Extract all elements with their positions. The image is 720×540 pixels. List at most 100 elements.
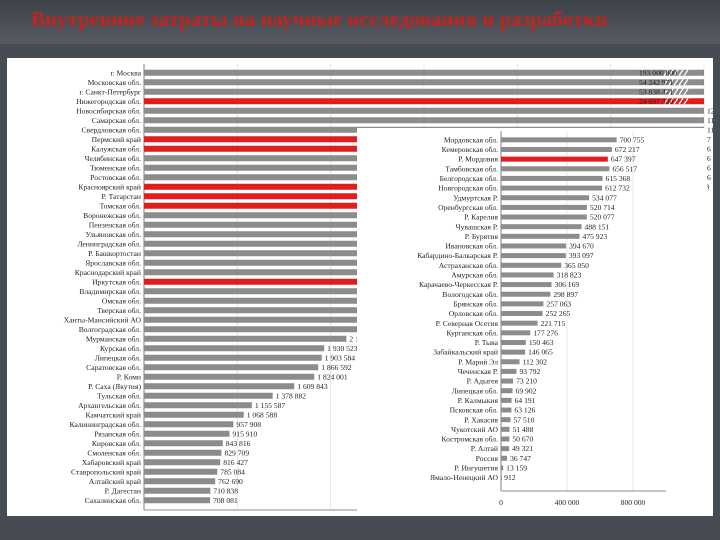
category-label: Костромская обл.: [441, 435, 498, 444]
bar: [144, 297, 408, 304]
category-label: Омская обл.: [102, 296, 141, 305]
category-label: Алтайский край: [89, 477, 141, 486]
axis-break-mark: [668, 78, 674, 86]
bar: [144, 449, 222, 456]
category-label: Чувашская Р.: [456, 222, 498, 231]
title-bar: Внутренние затраты на научные исследован…: [0, 0, 720, 44]
category-label: Чеченская Р.: [458, 367, 498, 376]
data-label: 50 670: [512, 435, 533, 444]
bar: [501, 426, 510, 432]
data-label: 915 910: [232, 429, 257, 438]
bar: [144, 468, 218, 475]
category-label: Липецкая обл.: [95, 353, 141, 362]
data-label: 957 908: [236, 420, 261, 429]
bar: [144, 269, 443, 276]
bar: [501, 330, 531, 336]
slide-title: Внутренние затраты на научные исследован…: [31, 7, 608, 31]
category-label: Новосибирская обл.: [76, 106, 141, 115]
axis-break-mark: [673, 88, 679, 96]
data-label: 6 286 614: [707, 163, 713, 172]
category-label: Р. Бурятия: [465, 232, 499, 241]
axis-break-mark: [683, 97, 689, 105]
bar: [501, 253, 566, 259]
bar: [501, 359, 520, 365]
category-label: Московская обл.: [88, 78, 142, 87]
x-tick-label: 5000000: [597, 514, 624, 516]
category-label: Краснодарский край: [75, 268, 141, 277]
data-label: 1 866 592: [321, 363, 352, 372]
x-tick-label: 0: [142, 514, 146, 516]
bar: [501, 378, 514, 384]
axis-break-mark: [663, 88, 669, 96]
category-label: Удмуртская Р.: [453, 193, 498, 202]
category-label: Курганская обл.: [446, 328, 498, 337]
axis-break-mark: [673, 97, 679, 105]
bar: [144, 240, 485, 247]
x-tick-label: 4000000: [504, 514, 531, 516]
bar: [501, 339, 526, 345]
data-label: 394 670: [569, 242, 594, 251]
category-label: Белгородская обл.: [440, 174, 498, 183]
bar: [144, 392, 273, 399]
category-label: Нижегородская обл.: [76, 97, 141, 106]
category-label: Ханты-Мансийский АО: [64, 315, 142, 324]
category-label: Владимирская обл.: [79, 287, 141, 296]
data-label: 6 795 311: [707, 154, 713, 163]
category-label: Хабаровский край: [82, 458, 141, 467]
data-label: 53 838 471: [639, 87, 673, 96]
data-label: 1 903 584: [325, 353, 356, 362]
data-label: 6 845 429: [707, 144, 713, 153]
category-label: Оренбургская обл.: [438, 203, 498, 212]
axis-break-mark: [673, 69, 679, 77]
data-label: 51 488: [512, 425, 533, 434]
data-label: 708 081: [213, 496, 238, 505]
data-label: 829 709: [224, 448, 249, 457]
category-label: Свердловская обл.: [81, 125, 141, 134]
category-label: Россия: [476, 454, 499, 463]
data-label: 1 378 882: [276, 391, 307, 400]
bar: [144, 345, 325, 352]
bar: [501, 156, 608, 162]
bar: [144, 278, 434, 285]
data-label: 615 368: [606, 174, 631, 183]
category-label: Калужская обл.: [91, 144, 141, 153]
category-label: Р. Дагестан: [105, 486, 141, 495]
bar: [144, 411, 244, 418]
bar: [501, 311, 543, 317]
bar: [501, 195, 590, 201]
bar: [501, 397, 512, 403]
data-label: 762 690: [218, 477, 243, 486]
category-label: Саратовская обл.: [86, 363, 141, 372]
data-label: 112 302: [523, 357, 548, 366]
category-label: Р. Татарстан: [102, 192, 142, 201]
data-label: 7 203 806: [707, 135, 713, 144]
bar: [144, 107, 704, 114]
data-label: 6 012 325: [707, 173, 713, 182]
data-label: 710 838: [213, 486, 238, 495]
category-label: Р. Ингушетия: [454, 464, 498, 473]
axis-break-mark: [678, 97, 684, 105]
data-label: 672 217: [615, 145, 640, 154]
data-label: 221 715: [541, 319, 566, 328]
category-label: Чукотский АО: [451, 425, 498, 434]
data-label: 700 755: [620, 135, 645, 144]
category-label: Р. Тыва: [475, 338, 499, 347]
bar: [144, 307, 402, 314]
bar: [501, 282, 552, 288]
category-label: Самарская обл.: [92, 116, 141, 125]
data-label: 912: [504, 473, 516, 482]
category-label: Челябинская обл.: [85, 154, 142, 163]
category-label: Р. Саха (Якутия): [88, 382, 141, 391]
bar: [501, 349, 526, 355]
data-label: 193 000 000: [639, 68, 677, 77]
data-label: 63 126: [514, 406, 535, 415]
data-label: 252 265: [546, 309, 571, 318]
data-label: 520 077: [590, 213, 615, 222]
category-label: Пермский край: [92, 135, 141, 144]
bar: [144, 69, 704, 76]
bar: [144, 459, 221, 466]
category-label: Красноярский край: [78, 182, 141, 191]
bar: [144, 250, 469, 257]
category-label: Ивановская обл.: [445, 242, 498, 251]
bar: [144, 98, 704, 105]
